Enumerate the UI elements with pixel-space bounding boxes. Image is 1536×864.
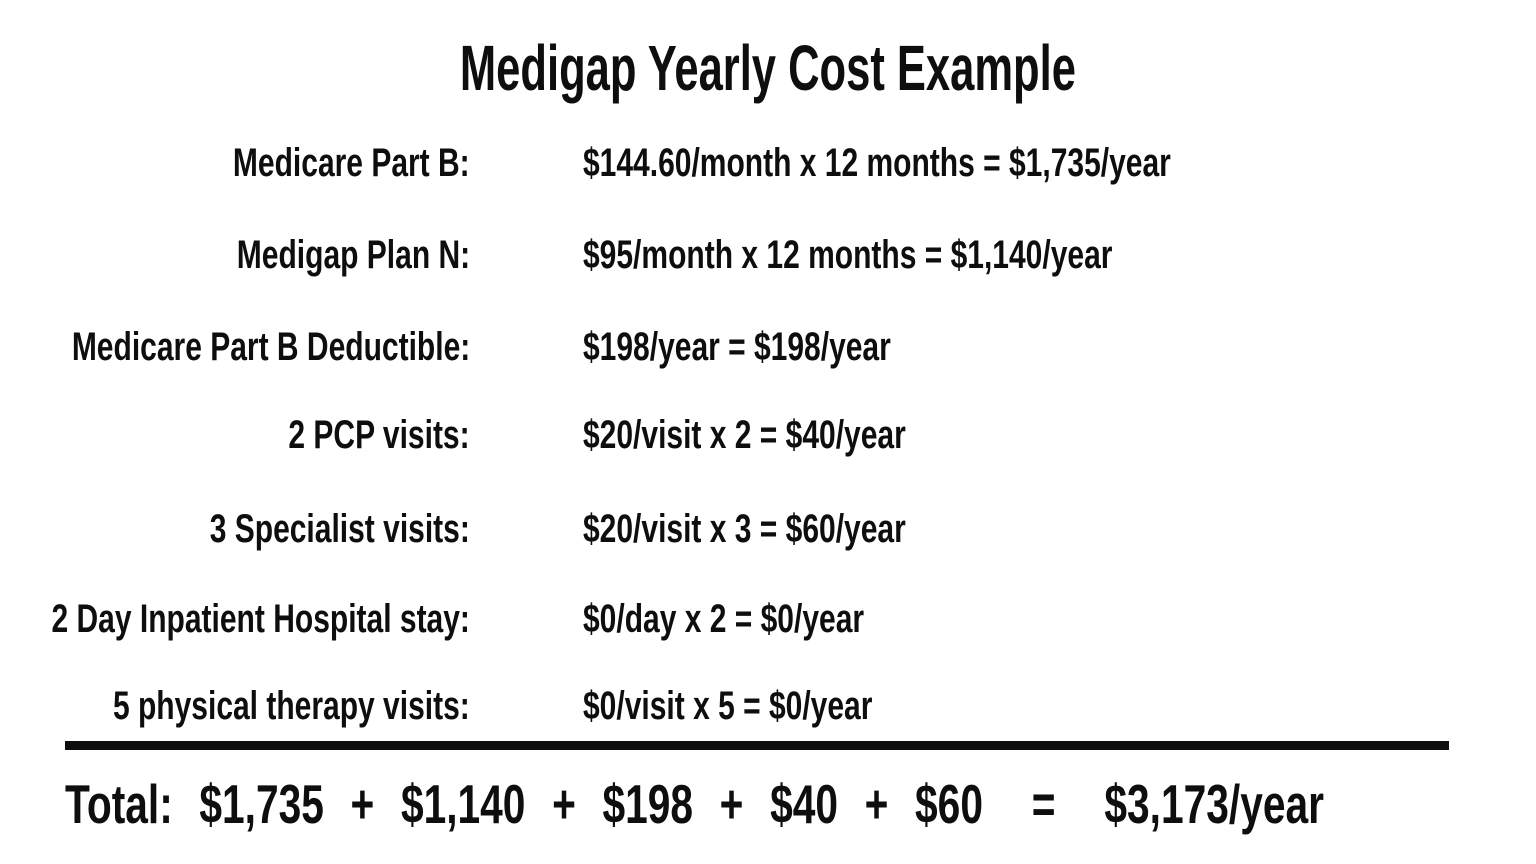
cost-row-specialist-visits: 3 Specialist visits: $20/visit x 3 = $60… [0, 509, 1536, 549]
total-result: $3,173/year [1104, 773, 1324, 835]
cost-row-value-cell: $95/month x 12 months = $1,140/year [583, 235, 1289, 275]
cost-row-label-cell: Medigap Plan N: [0, 235, 470, 275]
cost-row-value-cell: $0/visit x 5 = $0/year [583, 686, 969, 726]
cost-row-label: 2 Day Inpatient Hospital stay: [51, 597, 470, 641]
cost-row-label: Medicare Part B: [233, 141, 470, 185]
cost-row-label-cell: Medicare Part B: [0, 143, 470, 183]
total-label: Total: [65, 773, 173, 835]
cost-row-label-cell: 2 Day Inpatient Hospital stay: [0, 599, 470, 639]
cost-row-medicare-part-b: Medicare Part B: $144.60/month x 12 mont… [0, 143, 1536, 183]
cost-row-value: $0/visit x 5 = $0/year [583, 684, 873, 728]
total-row: Total: $1,735 + $1,140 + $198 + $40 + $6… [65, 777, 1324, 832]
plus-operator: + [719, 773, 744, 835]
cost-row-inpatient-hospital-stay: 2 Day Inpatient Hospital stay: $0/day x … [0, 599, 1536, 639]
cost-row-value: $95/month x 12 months = $1,140/year [583, 233, 1113, 277]
plus-operator: + [350, 773, 375, 835]
cost-row-label: 2 PCP visits: [288, 413, 470, 457]
cost-row-value: $20/visit x 2 = $40/year [583, 413, 906, 457]
cost-row-part-b-deductible: Medicare Part B Deductible: $198/year = … [0, 327, 1536, 367]
total-term-pcp: $40 [770, 773, 838, 835]
cost-row-value: $198/year = $198/year [583, 325, 891, 369]
cost-row-value-cell: $0/day x 2 = $0/year [583, 599, 958, 639]
cost-row-value: $0/day x 2 = $0/year [583, 597, 865, 641]
total-term-deductible: $198 [602, 773, 694, 835]
cost-row-label-cell: Medicare Part B Deductible: [0, 327, 470, 367]
equals-operator: = [1031, 773, 1056, 835]
cost-row-label-cell: 2 PCP visits: [0, 415, 470, 455]
cost-row-value: $20/visit x 3 = $60/year [583, 507, 906, 551]
cost-row-label: Medigap Plan N: [236, 233, 470, 277]
cost-row-value-cell: $144.60/month x 12 months = $1,735/year [583, 143, 1367, 183]
total-term-plan-n: $1,140 [400, 773, 526, 835]
cost-row-label: Medicare Part B Deductible: [71, 325, 470, 369]
cost-row-physical-therapy-visits: 5 physical therapy visits: $0/visit x 5 … [0, 686, 1536, 726]
cost-row-label-cell: 5 physical therapy visits: [0, 686, 470, 726]
cost-row-label-cell: 3 Specialist visits: [0, 509, 470, 549]
cost-row-value-cell: $198/year = $198/year [583, 327, 993, 367]
cost-row-pcp-visits: 2 PCP visits: $20/visit x 2 = $40/year [0, 415, 1536, 455]
cost-row-medigap-plan-n: Medigap Plan N: $95/month x 12 months = … [0, 235, 1536, 275]
cost-row-value-cell: $20/visit x 3 = $60/year [583, 509, 1013, 549]
total-divider-rule [65, 741, 1449, 750]
page-title-text: Medigap Yearly Cost Example [460, 32, 1076, 104]
plus-operator: + [864, 773, 889, 835]
page-title: Medigap Yearly Cost Example [0, 36, 1536, 100]
cost-row-label: 3 Specialist visits: [209, 507, 470, 551]
total-term-specialist: $60 [915, 773, 983, 835]
cost-row-label: 5 physical therapy visits: [113, 684, 470, 728]
cost-row-value-cell: $20/visit x 2 = $40/year [583, 415, 1013, 455]
plus-operator: + [552, 773, 576, 835]
cost-row-value: $144.60/month x 12 months = $1,735/year [583, 141, 1171, 185]
total-term-part-b: $1,735 [199, 773, 324, 835]
